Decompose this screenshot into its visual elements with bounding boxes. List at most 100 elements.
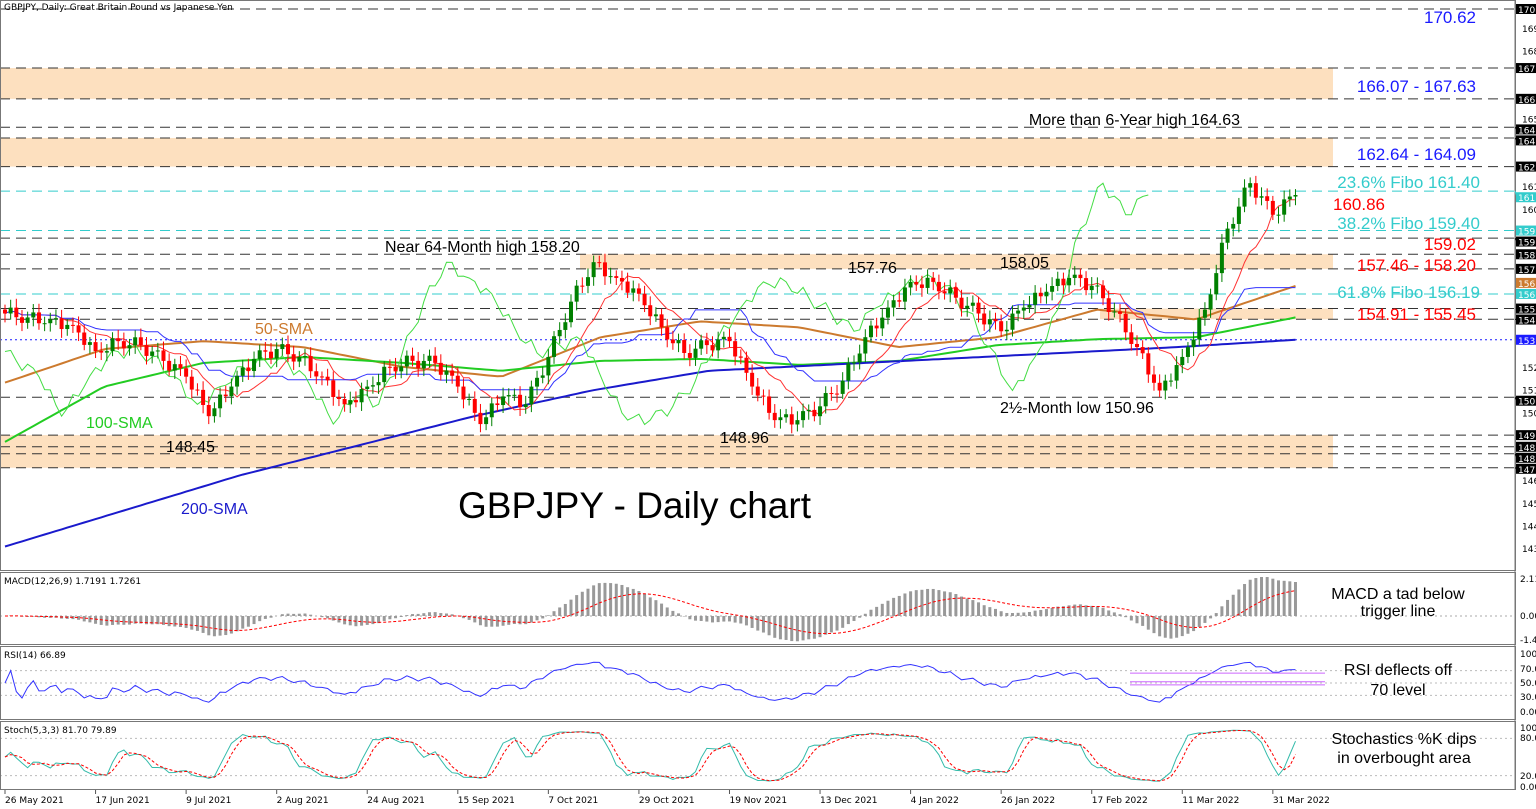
candle-body [563, 322, 568, 330]
candle-body [585, 277, 590, 286]
candle-body [1038, 292, 1043, 297]
candle-body [806, 409, 811, 412]
candle-body [14, 307, 19, 318]
candle-body [931, 277, 936, 282]
candle-body [178, 364, 183, 369]
price-label: 157.460 [1518, 266, 1536, 276]
annotation-fibo-236: 23.6% Fibo 161.40 [1337, 173, 1480, 192]
candle-body [1078, 274, 1083, 279]
time-tick-label: 24 Aug 2021 [367, 796, 425, 806]
candle-body [257, 350, 262, 359]
price-label-box [1516, 334, 1536, 345]
zones [0, 68, 1333, 468]
candle-body [252, 358, 257, 371]
candle-body [421, 360, 426, 369]
candle-body [755, 386, 760, 396]
candle-body [518, 394, 523, 408]
price-tick-label: 145.615 [1522, 500, 1536, 510]
price-tick-label: 152.485 [1522, 364, 1536, 374]
macd-tick-label: -1.4036 [1520, 636, 1536, 646]
zone [0, 137, 1333, 167]
candle-body [1084, 278, 1089, 291]
candle-body [444, 370, 449, 375]
candle-body [619, 277, 624, 282]
candle-body [693, 348, 698, 358]
candle-body [976, 302, 981, 314]
time-tick-label: 7 Oct 2021 [548, 796, 598, 806]
annotation-15776: 157.76 [848, 260, 897, 277]
price-label: 161.400 [1518, 194, 1536, 204]
candle-body [167, 360, 172, 371]
candle-body [631, 288, 636, 293]
candle-body [1021, 307, 1026, 311]
candle-body [31, 312, 36, 318]
stoch-k-line [4, 729, 1296, 782]
annotation-top: 170.62 [1424, 8, 1476, 27]
price-label-box [1516, 124, 1536, 135]
price-label-box [1516, 93, 1536, 104]
candle-body [1010, 313, 1015, 330]
candle-body [535, 377, 540, 387]
candle-body [670, 339, 675, 344]
price-tick-label: 168.515 [1522, 48, 1536, 58]
candle-body [138, 337, 143, 346]
candle-body [1146, 353, 1151, 375]
candle-body [116, 338, 121, 342]
stoch-tick-label: 20.00 [1520, 772, 1536, 782]
candle-body [501, 396, 506, 406]
candle-body [342, 399, 347, 405]
candle-body [529, 386, 534, 405]
candle-body [8, 307, 13, 314]
candle-body [608, 276, 613, 278]
candle-body [580, 285, 585, 287]
candle-body [1259, 196, 1264, 198]
candle-body [195, 389, 200, 391]
candle-body [212, 408, 217, 417]
candle-body [206, 405, 211, 417]
price-tick-label: 146.760 [1522, 477, 1536, 487]
candle-body [789, 414, 794, 425]
candle-body [1265, 196, 1270, 201]
candle-body [557, 329, 562, 337]
candle-body [636, 288, 641, 294]
price-label: 166.070 [1518, 96, 1536, 106]
label-200-sma: 200-SMA [181, 501, 248, 518]
price-label: 162.640 [1518, 164, 1536, 174]
price-tick-label: 165.080 [1522, 115, 1536, 125]
stoch-comment-2: in overbought area [1337, 750, 1471, 767]
candle-body [1033, 292, 1038, 305]
candle-body [1270, 200, 1275, 215]
time-tick-label: 13 Dec 2021 [820, 796, 878, 806]
candle-body [1118, 311, 1123, 314]
candle-body [716, 339, 721, 351]
candle-body [416, 360, 421, 369]
candle-body [840, 380, 845, 394]
candle-body [1197, 317, 1202, 340]
candle-body [382, 366, 387, 383]
candle-body [319, 376, 324, 378]
candle-body [314, 371, 319, 377]
time-tick-label: 11 Mar 2022 [1182, 796, 1239, 806]
annotation-zone-4: 154.91 - 155.45 [1357, 305, 1476, 324]
candle-body [965, 305, 970, 309]
annotation-six-year-high: More than 6-Year high 164.63 [1029, 112, 1240, 129]
candle-body [1106, 298, 1111, 313]
time-tick-label: 9 Jul 2021 [186, 796, 231, 806]
price-label-box [1516, 225, 1536, 236]
candle-body [461, 386, 466, 400]
label-50-sma: 50-SMA [255, 321, 313, 338]
candle-body [970, 302, 975, 306]
candle-body [897, 300, 902, 302]
price-label-box [1516, 430, 1536, 441]
candle-body [235, 375, 240, 387]
candle-body [682, 340, 687, 353]
candle-body [750, 372, 755, 387]
candle-body [1248, 183, 1253, 188]
candle-body [1072, 274, 1077, 278]
candle-body [438, 362, 443, 375]
sma-200-line [4, 338, 1296, 548]
candle-body [653, 314, 658, 317]
candle-body [280, 344, 285, 350]
